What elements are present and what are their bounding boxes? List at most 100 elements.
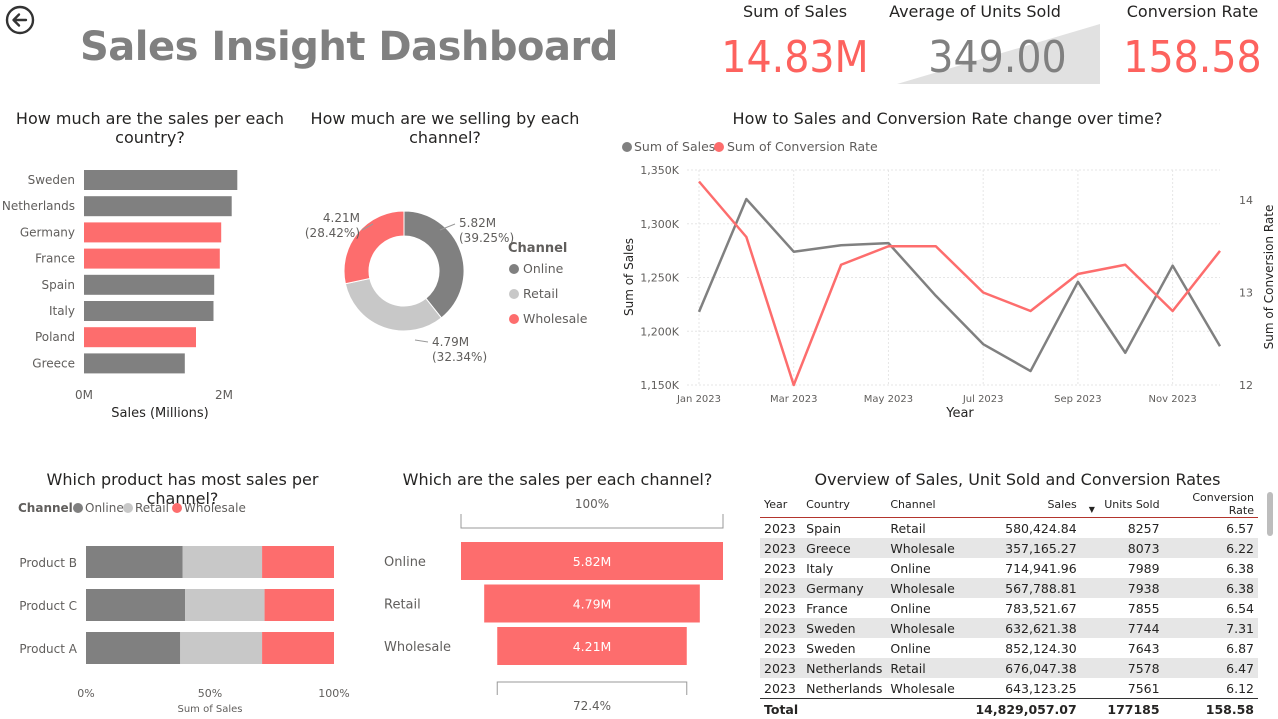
data-label: 5.82M [573,554,612,569]
legend-label: Wholesale [184,501,246,515]
page-title: Sales Insight Dashboard [80,24,618,70]
bar-segment [262,632,334,664]
kpi-sales-label: Sum of Sales [715,2,875,21]
country-chart-title: How much are the sales per each country? [10,109,290,147]
bar [84,275,214,295]
kpi-units-value: 349.00 [900,32,1095,83]
cell-channel: Retail [886,658,971,678]
cell-country: Greece [802,538,886,558]
category-label: Spain [41,278,75,292]
cell-country: Sweden [802,638,886,658]
legend-label: Retail [523,286,558,301]
x-axis-title: Sales (Millions) [111,406,209,421]
legend-marker [123,503,133,513]
bar-segment [183,546,262,578]
category-label: Product A [19,642,77,656]
cell-country: France [802,598,886,618]
y-tick-label: 1,250K [640,272,679,285]
x-tick-label: Nov 2023 [1149,394,1197,405]
legend-label: Sum of Conversion Rate [727,139,878,154]
bar [84,170,237,190]
legend-label: Retail [135,501,169,515]
column-header-units-sold[interactable]: ▼ Units Sold [1081,491,1164,518]
legend-marker [509,314,519,324]
legend-marker [509,264,519,274]
legend-title: Channel [18,501,73,515]
column-header-conversion-rate[interactable]: Conversion Rate [1164,491,1258,518]
bar-segment [265,589,334,621]
bar [84,222,221,242]
time-line-chart[interactable]: 1,350K1,300K1,250K1,200K1,150K141312Jan … [615,135,1278,425]
cell-year: 2023 [760,678,802,699]
x-tick-label: 50% [198,687,222,700]
x-tick-label: Sep 2023 [1054,394,1101,405]
x-axis-title: Year [945,406,974,421]
donut-slice [404,211,464,318]
cell-units-sold: 7855 [1081,598,1164,618]
channel-funnel-chart[interactable]: 100%5.82MOnline4.79MRetail4.21MWholesale… [370,490,745,718]
category-label: Germany [20,225,75,239]
cell-country: Italy [802,558,886,578]
bar [84,196,232,216]
y-tick-label: 1,200K [640,325,679,338]
legend-marker [714,142,724,152]
category-label: Poland [35,330,75,344]
x-axis-title: Sum of Sales [177,704,242,715]
data-label: (32.34%) [432,350,487,364]
kpi-units-label: Average of Units Sold [885,2,1065,21]
channel-donut-title: How much are we selling by each channel? [305,109,585,147]
overview-table-title: Overview of Sales, Unit Sold and Convers… [760,470,1275,489]
y-axis-title: Sum of Sales [622,238,636,316]
column-header-year[interactable]: Year [760,491,802,518]
cell-year: 2023 [760,578,802,598]
overview-table[interactable]: Year Country Channel Sales ▼ Units Sold … [760,491,1260,719]
cell-year: 2023 [760,558,802,578]
column-header-sales[interactable]: Sales [971,491,1080,518]
column-header-country[interactable]: Country [802,491,886,518]
funnel-top-bracket [461,514,723,528]
bar-segment [86,632,180,664]
cell-sales: 676,047.38 [971,658,1080,678]
cell-channel: Online [886,558,971,578]
country-bar-chart[interactable]: SwedenNetherlandsGermanyFranceSpainItaly… [0,160,300,425]
category-label: Greece [32,356,75,370]
legend-label: Online [523,261,564,276]
cell-units-sold: 7578 [1081,658,1164,678]
cell-units-sold: 7989 [1081,558,1164,578]
category-label: Product C [19,599,77,613]
channel-donut-chart[interactable]: 5.82M(39.25%)4.79M(32.34%)4.21M(28.42%)C… [300,200,600,375]
total-conversion: 158.58 [1164,699,1258,719]
y2-axis-title: Sum of Conversion Rate [1262,205,1276,350]
column-header-channel[interactable]: Channel [886,491,971,518]
bar-segment [86,546,183,578]
back-button[interactable] [5,5,35,35]
category-label: Sweden [28,173,75,187]
x-tick-label: Jan 2023 [676,394,721,405]
cell-channel: Online [886,598,971,618]
kpi-sales-value: 14.83M [705,32,885,83]
legend-marker [73,503,83,513]
cell-country: Spain [802,518,886,539]
bar [84,301,214,321]
cell-conversion-rate: 6.54 [1164,598,1258,618]
table-scrollbar[interactable] [1267,492,1273,536]
legend-marker [622,142,632,152]
cell-country: Netherlands [802,678,886,699]
series-line-conversion [699,182,1220,386]
legend-title: Channel [508,241,567,256]
cell-units-sold: 7744 [1081,618,1164,638]
sort-descending-icon: ▼ [1089,505,1095,514]
x-tick-label: May 2023 [864,394,913,405]
kpi-conversion-value: 158.58 [1110,32,1275,83]
y-tick-label: 1,300K [640,218,679,231]
